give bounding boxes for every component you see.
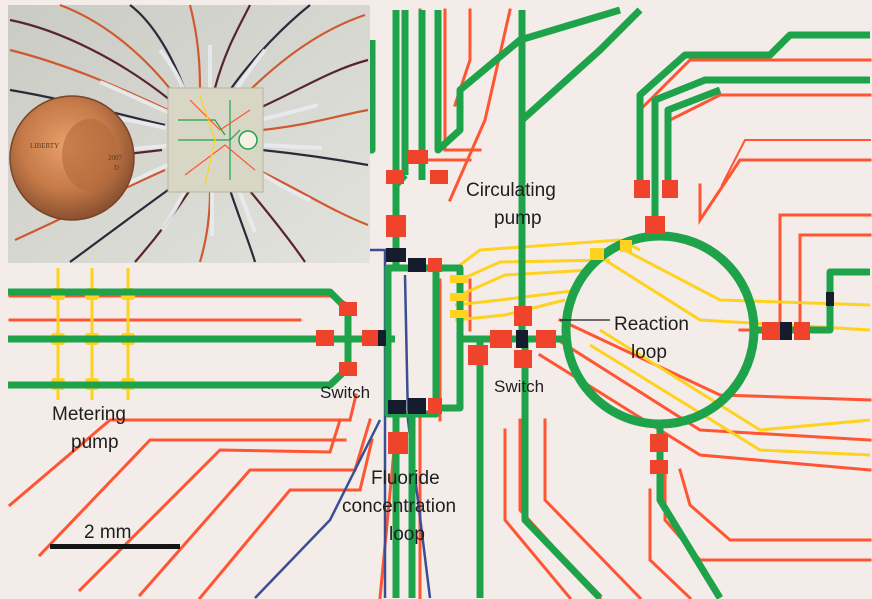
inset-photo: LIBERTY 2007 D — [8, 3, 370, 263]
scale-bar: 2 mm — [50, 522, 180, 549]
scale-bar-label: 2 mm — [84, 522, 132, 543]
coin-text-liberty: LIBERTY — [30, 142, 59, 150]
coin-text-year: 2007 — [108, 154, 123, 162]
label-reaction-loop-line1: Reaction — [614, 314, 689, 335]
label-switch-right: Switch — [494, 377, 544, 396]
label-circulating-pump-line2: pump — [494, 208, 542, 229]
label-fluoride-loop-line3: loop — [389, 524, 425, 545]
label-circulating-pump-line1: Circulating — [466, 180, 556, 201]
reaction-loop-ring — [561, 231, 759, 429]
label-reaction-loop-line2: loop — [631, 342, 667, 363]
label-metering-pump-line1: Metering — [52, 404, 126, 425]
valves — [316, 150, 834, 474]
label-metering-pump-line2: pump — [71, 432, 119, 453]
label-fluoride-loop-line2: concentration — [342, 496, 456, 517]
scale-bar-line — [50, 544, 180, 549]
label-fluoride-loop-line1: Fluoride — [371, 468, 440, 489]
coin-text-mint: D — [114, 164, 119, 172]
figure-labels: Circulating pump Reaction loop Switch Sw… — [52, 180, 689, 545]
label-switch-left: Switch — [320, 383, 370, 402]
